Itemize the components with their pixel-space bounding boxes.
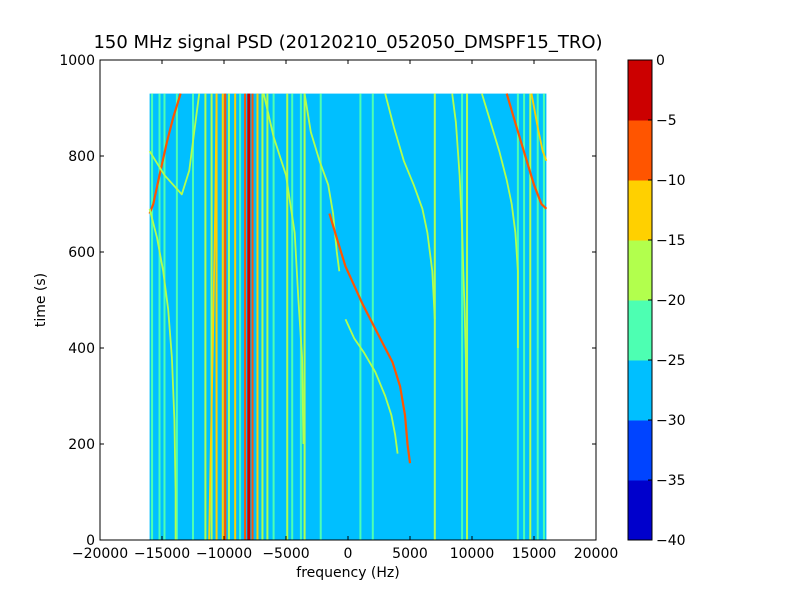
- spectral-line: [536, 93, 539, 540]
- spectral-line: [266, 93, 269, 540]
- spectrogram-background: [149, 93, 547, 540]
- y-axis-ticks: 0 200 400 600 800 1000: [59, 53, 596, 549]
- spectral-line: [163, 93, 166, 540]
- colorbar-tick-label: −40: [656, 533, 686, 549]
- colorbar-segment: [628, 480, 652, 541]
- colorbar-tick-label: −25: [656, 353, 686, 369]
- spectral-line: [261, 93, 264, 540]
- colorbar-tick-label: −20: [656, 293, 686, 309]
- x-tick-label: 15000: [512, 546, 557, 562]
- colorbar-tick-label: −10: [656, 173, 686, 189]
- doppler-track: [148, 208, 177, 540]
- colorbar-segment: [628, 360, 652, 421]
- y-tick-label: 800: [68, 149, 95, 165]
- doppler-track: [505, 93, 548, 210]
- doppler-track: [344, 318, 399, 454]
- y-tick-label: 600: [68, 245, 95, 261]
- colorbar-tick-label: 0: [656, 53, 665, 69]
- spectral-line: [192, 93, 194, 540]
- x-tick-label: −10000: [196, 546, 252, 562]
- y-tick-label: 0: [86, 533, 95, 549]
- doppler-track: [328, 213, 412, 464]
- spectral-line: [204, 93, 207, 540]
- colorbar-tick-label: −35: [656, 473, 686, 489]
- spectral-line: [158, 93, 161, 540]
- spectral-line: [215, 93, 218, 540]
- spectral-line: [234, 93, 237, 540]
- doppler-track: [148, 93, 182, 214]
- plot-area: −20000 −15000 −10000 −5000 0 5000 10000 15000 20…: [59, 53, 618, 562]
- doppler-track: [384, 93, 436, 320]
- spectral-line: [151, 93, 154, 540]
- colorbar: −40 −35 −30 −25 −20 −15 −10 −5 0: [627, 53, 686, 549]
- spectral-line: [221, 93, 224, 540]
- spectral-line: [529, 93, 532, 540]
- spectral-line: [371, 93, 374, 540]
- x-tick-label: −5000: [262, 546, 309, 562]
- spectral-line: [272, 93, 275, 540]
- colorbar-tick-label: −15: [656, 233, 686, 249]
- x-tick-label: 5000: [392, 546, 428, 562]
- spectral-line: [210, 93, 213, 540]
- x-axis-ticks: −20000 −15000 −10000 −5000 0 5000 10000 15000 20…: [72, 60, 618, 562]
- spectral-line: [227, 93, 230, 540]
- y-tick-label: 400: [68, 341, 95, 357]
- y-axis-label: time (s): [33, 273, 49, 327]
- colorbar-segment: [628, 60, 652, 121]
- chart-title: 150 MHz signal PSD (20120210_052050_DMSP…: [93, 32, 602, 53]
- colorbar-segment: [628, 180, 652, 241]
- x-tick-label: −20000: [72, 546, 128, 562]
- spectral-line: [319, 93, 322, 540]
- colorbar-segment: [628, 420, 652, 481]
- spectral-line: [523, 93, 526, 540]
- x-tick-label: 10000: [450, 546, 495, 562]
- colorbar-segment: [628, 120, 652, 181]
- x-tick-label: 0: [344, 546, 353, 562]
- x-tick-label: 20000: [574, 546, 619, 562]
- spectral-line: [466, 93, 469, 540]
- spectral-line: [239, 93, 242, 540]
- spectral-line: [247, 93, 251, 540]
- doppler-track: [262, 93, 305, 445]
- spectral-line: [303, 93, 306, 540]
- spectral-line: [299, 93, 302, 540]
- x-tick-label: −15000: [134, 546, 190, 562]
- doppler-track: [451, 93, 468, 540]
- spectral-line: [291, 93, 294, 540]
- doppler-track: [303, 93, 341, 272]
- spectral-line: [542, 93, 545, 540]
- y-tick-label: 1000: [59, 53, 95, 69]
- doppler-track: [208, 93, 218, 540]
- colorbar-tick-label: −30: [656, 413, 686, 429]
- doppler-track: [481, 93, 519, 348]
- spectral-line: [244, 93, 247, 540]
- spectral-line: [251, 93, 254, 540]
- colorbar-segment: [628, 300, 652, 361]
- y-tick-label: 200: [68, 437, 95, 453]
- colorbar-tick-label: −5: [656, 113, 677, 129]
- x-axis-label: frequency (Hz): [296, 565, 399, 581]
- spectral-line: [461, 93, 464, 540]
- spectral-line: [286, 93, 289, 540]
- spectral-line: [359, 93, 362, 540]
- spectral-line: [175, 93, 178, 540]
- colorbar-segment: [628, 240, 652, 301]
- doppler-track: [148, 93, 201, 196]
- doppler-track: [530, 93, 548, 162]
- spectrogram-heatmap: [148, 93, 548, 540]
- spectral-line: [256, 93, 259, 540]
